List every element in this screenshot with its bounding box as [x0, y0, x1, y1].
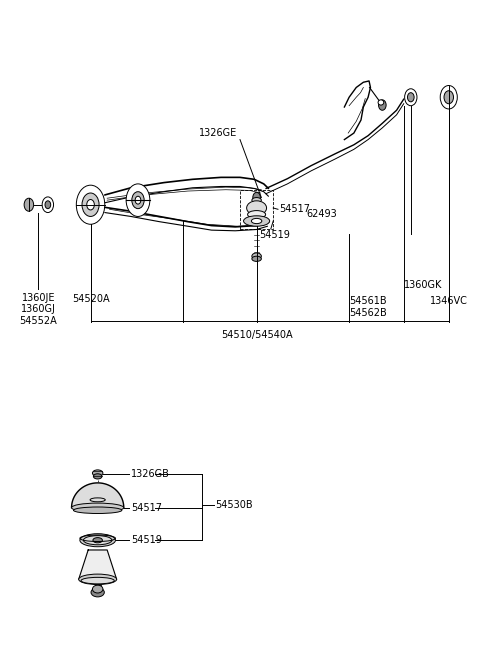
Ellipse shape — [252, 256, 261, 261]
Ellipse shape — [94, 474, 102, 479]
Text: 1360GK: 1360GK — [404, 280, 442, 290]
Ellipse shape — [247, 201, 266, 215]
Circle shape — [82, 193, 99, 216]
Text: 54517: 54517 — [279, 204, 310, 214]
Ellipse shape — [378, 100, 384, 105]
Circle shape — [24, 198, 34, 212]
Ellipse shape — [93, 470, 103, 476]
Text: 1326GE: 1326GE — [199, 127, 238, 137]
Circle shape — [408, 93, 414, 102]
Circle shape — [379, 100, 386, 110]
Circle shape — [135, 196, 141, 204]
Text: 54530B: 54530B — [215, 500, 252, 510]
Ellipse shape — [243, 215, 270, 226]
Text: 54520A: 54520A — [72, 294, 109, 304]
Circle shape — [440, 85, 457, 109]
Text: 1360JE
1360GJ
54552A: 1360JE 1360GJ 54552A — [20, 292, 57, 326]
Ellipse shape — [84, 535, 112, 545]
Circle shape — [42, 197, 54, 213]
Text: 54519: 54519 — [131, 535, 162, 545]
Circle shape — [87, 200, 95, 210]
Circle shape — [444, 91, 454, 104]
Circle shape — [76, 185, 105, 224]
Ellipse shape — [248, 211, 265, 218]
Text: 54561B
54562B: 54561B 54562B — [349, 296, 387, 317]
Ellipse shape — [79, 574, 117, 585]
Circle shape — [405, 89, 417, 106]
Circle shape — [126, 184, 150, 216]
Text: 54517: 54517 — [131, 503, 162, 512]
Ellipse shape — [252, 198, 261, 203]
Ellipse shape — [252, 253, 261, 260]
Ellipse shape — [72, 503, 124, 512]
Ellipse shape — [80, 533, 116, 547]
Text: 62493: 62493 — [306, 209, 337, 219]
Polygon shape — [79, 550, 117, 579]
Circle shape — [45, 201, 51, 209]
Text: 1346VC: 1346VC — [430, 296, 468, 306]
Polygon shape — [72, 483, 124, 508]
Text: 54519: 54519 — [259, 231, 290, 240]
Circle shape — [253, 193, 261, 203]
Ellipse shape — [91, 588, 104, 597]
Ellipse shape — [73, 507, 122, 514]
Ellipse shape — [252, 218, 262, 223]
Text: 1326GB: 1326GB — [131, 469, 170, 479]
Circle shape — [132, 192, 144, 209]
Ellipse shape — [93, 537, 102, 543]
Ellipse shape — [93, 585, 103, 593]
Ellipse shape — [81, 578, 114, 584]
Text: 54510/54540A: 54510/54540A — [221, 330, 292, 340]
